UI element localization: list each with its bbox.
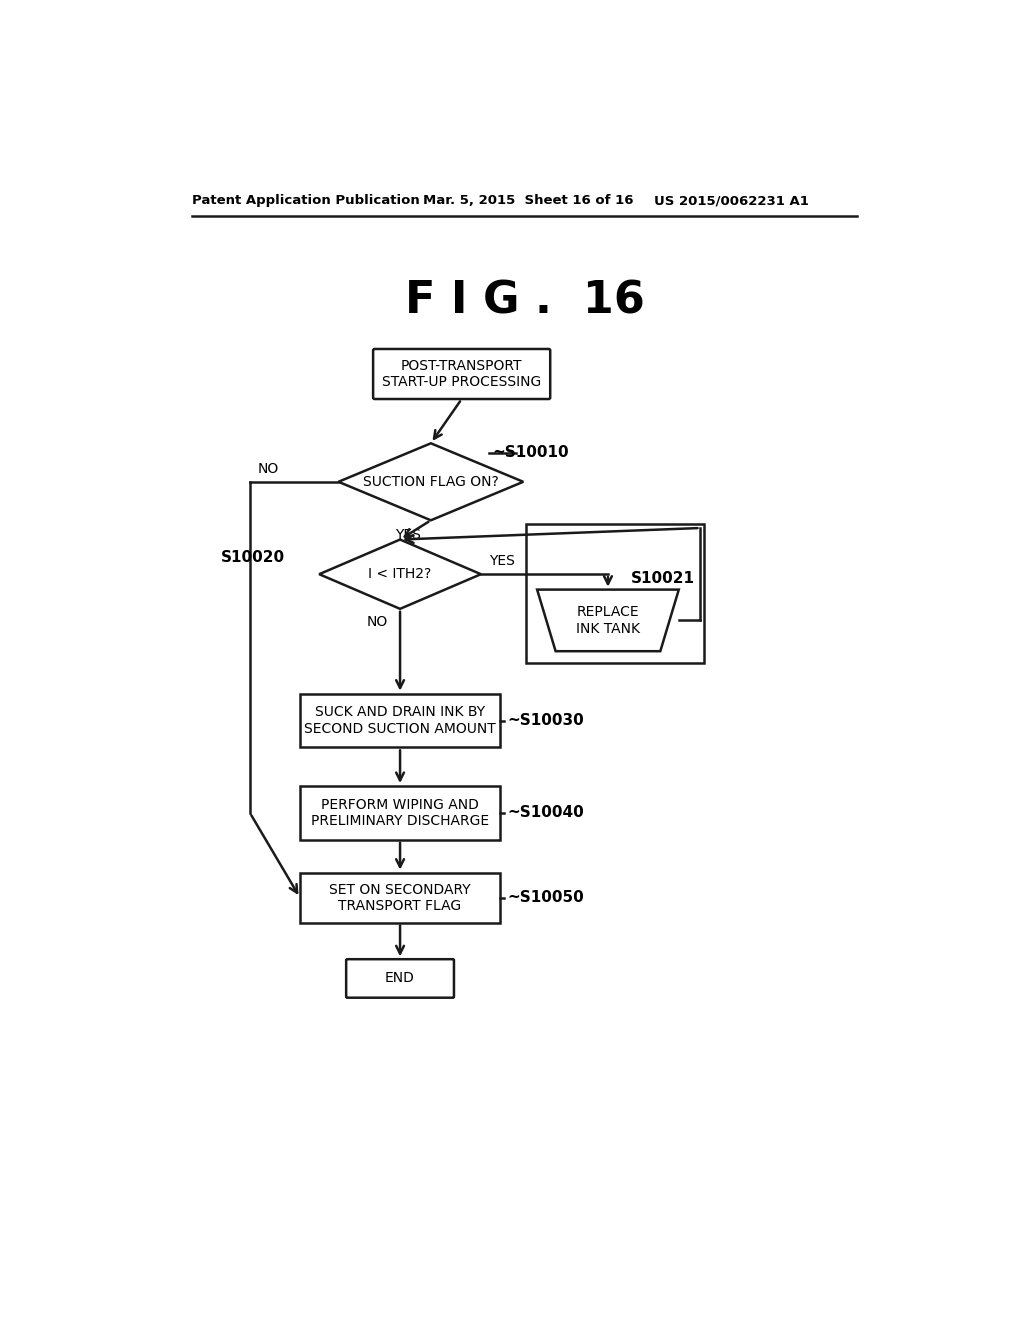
Text: SUCK AND DRAIN INK BY
SECOND SUCTION AMOUNT: SUCK AND DRAIN INK BY SECOND SUCTION AMO… <box>304 705 496 735</box>
Text: SUCTION FLAG ON?: SUCTION FLAG ON? <box>362 475 499 488</box>
Text: NO: NO <box>367 615 388 630</box>
Text: F I G .  16: F I G . 16 <box>404 280 645 322</box>
Bar <box>300 785 500 840</box>
Text: ~S10030: ~S10030 <box>508 713 585 729</box>
Text: SET ON SECONDARY
TRANSPORT FLAG: SET ON SECONDARY TRANSPORT FLAG <box>330 883 471 912</box>
Text: ~S10010: ~S10010 <box>493 445 569 461</box>
Text: PERFORM WIPING AND
PRELIMINARY DISCHARGE: PERFORM WIPING AND PRELIMINARY DISCHARGE <box>311 797 489 828</box>
Text: Patent Application Publication: Patent Application Publication <box>193 194 420 207</box>
Text: POST-TRANSPORT
START-UP PROCESSING: POST-TRANSPORT START-UP PROCESSING <box>382 359 542 389</box>
Text: ~S10040: ~S10040 <box>508 805 585 821</box>
Text: YES: YES <box>395 528 421 543</box>
Polygon shape <box>319 540 481 609</box>
Text: US 2015/0062231 A1: US 2015/0062231 A1 <box>654 194 809 207</box>
Text: END: END <box>385 972 415 986</box>
FancyBboxPatch shape <box>373 348 550 399</box>
Text: Mar. 5, 2015  Sheet 16 of 16: Mar. 5, 2015 Sheet 16 of 16 <box>423 194 634 207</box>
Bar <box>300 693 500 747</box>
Bar <box>525 524 705 663</box>
Polygon shape <box>538 590 679 651</box>
FancyBboxPatch shape <box>346 960 454 998</box>
Text: ~S10050: ~S10050 <box>508 890 585 906</box>
Text: S10021: S10021 <box>631 570 695 586</box>
Text: NO: NO <box>258 462 279 475</box>
Polygon shape <box>339 444 523 520</box>
Text: YES: YES <box>488 554 514 568</box>
Text: I < ITH2?: I < ITH2? <box>369 568 432 581</box>
Text: S10020: S10020 <box>220 549 285 565</box>
Bar <box>300 873 500 923</box>
Text: REPLACE
INK TANK: REPLACE INK TANK <box>575 606 640 635</box>
